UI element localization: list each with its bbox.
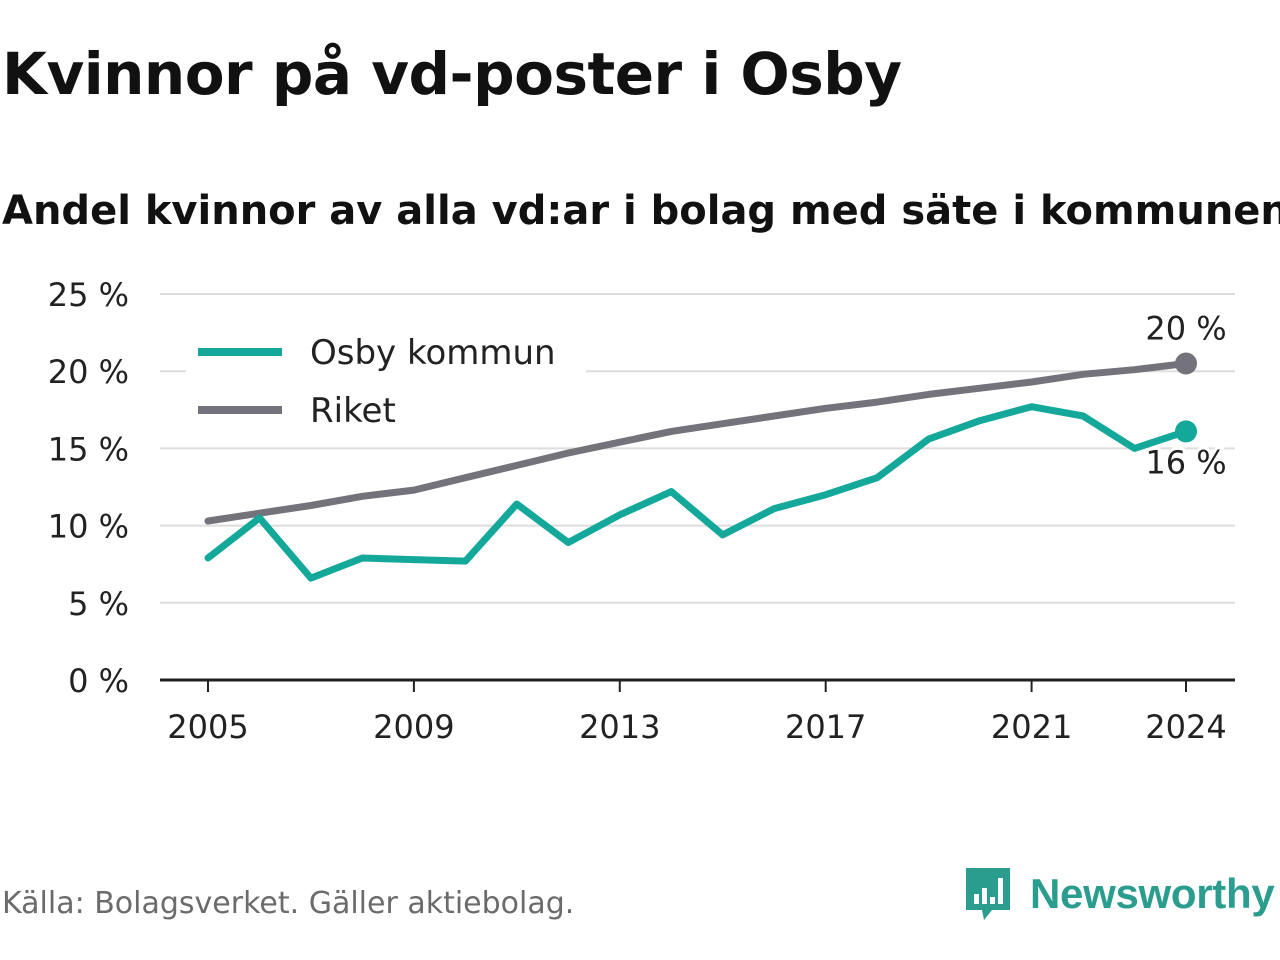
y-tick-label: 5 %: [68, 585, 129, 623]
x-tick-label: 2021: [991, 708, 1072, 746]
chart-subtitle: Andel kvinnor av alla vd:ar i bolag med …: [2, 188, 1280, 234]
series-line: [204, 360, 1190, 525]
legend-label: Riket: [310, 391, 396, 431]
series-end-point: [1175, 420, 1197, 443]
line-chart: 0 % 5 % 10 % 15 % 20 % 25 % 2005 2009 2013 2017 20…: [48, 276, 1235, 746]
series-end-point: [1175, 352, 1197, 375]
newsworthy-logo-icon: [966, 868, 1010, 920]
x-tick-label: 2017: [785, 708, 866, 746]
legend: Osby kommun Riket: [186, 328, 586, 446]
axes: 0 % 5 % 10 % 15 % 20 % 25 % 2005 2009 2013 2017 20…: [48, 276, 1235, 746]
x-tick-label: 2024: [1145, 708, 1226, 746]
y-tick-label: 15 %: [48, 430, 129, 468]
legend-box: [186, 328, 586, 446]
brand-name: Newsworthy: [1030, 870, 1275, 917]
x-tick-label: 2005: [167, 708, 248, 746]
end-value-label: 16 %: [1145, 443, 1226, 481]
end-labels: 16 % 20 %: [1142, 306, 1229, 484]
series-line: [204, 403, 1190, 582]
x-tick-label: 2009: [373, 708, 454, 746]
brand-logo: Newsworthy: [962, 864, 1275, 924]
legend-label: Osby kommun: [310, 333, 556, 373]
x-tick-label: 2013: [579, 708, 660, 746]
y-tick-label: 10 %: [48, 508, 129, 546]
y-tick-label: 20 %: [48, 353, 129, 391]
source-note: Källa: Bolagsverket. Gäller aktiebolag.: [2, 886, 575, 921]
y-tick-label: 25 %: [48, 276, 129, 314]
series-lines: [204, 352, 1197, 582]
chart-title: Kvinnor på vd-poster i Osby: [2, 40, 902, 108]
end-value-label: 20 %: [1145, 309, 1226, 347]
y-tick-label: 0 %: [68, 662, 129, 700]
